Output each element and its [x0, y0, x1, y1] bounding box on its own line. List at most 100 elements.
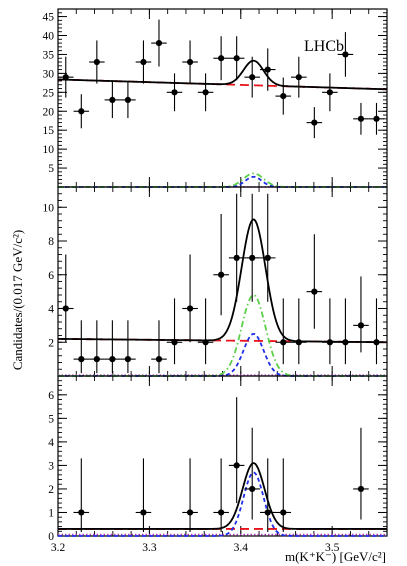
data-point [213, 36, 229, 81]
data-point [166, 73, 183, 112]
panel-middle: 2 4 6 8 10 [43, 186, 388, 377]
data-point [151, 19, 167, 67]
x-axis-title: m(K⁺K⁻) [GeV/c²] [285, 549, 386, 564]
data-marker [78, 509, 85, 516]
data-point [228, 36, 245, 81]
data-point [244, 193, 260, 302]
data-marker [124, 96, 132, 103]
data-marker [249, 74, 256, 81]
data-point [368, 102, 385, 135]
data-marker [264, 509, 271, 516]
data-marker [202, 89, 209, 96]
data-marker [218, 271, 225, 278]
y-axis-title: Candidates/(0.017 GeV/c²) [10, 230, 25, 370]
data-marker [93, 356, 100, 363]
data-point [244, 427, 260, 520]
data-point [322, 298, 338, 365]
data-point [166, 298, 183, 365]
data-point [228, 397, 245, 504]
data-marker [186, 58, 194, 66]
y-tick-label: 20 [43, 106, 55, 118]
data-marker [264, 254, 271, 261]
data-marker [280, 93, 287, 100]
data-point [73, 94, 90, 129]
data-point [259, 193, 276, 302]
data-marker [218, 55, 225, 62]
data-marker [249, 485, 256, 493]
total-fit-curve [57, 218, 388, 344]
data-point [353, 427, 369, 520]
signal-component-2-curve [58, 471, 387, 537]
x-tick-label: 3.4 [234, 542, 249, 554]
data-marker [357, 115, 365, 122]
data-marker [264, 66, 271, 73]
data-point [182, 458, 198, 532]
y-tick-label: 40 [43, 31, 55, 43]
data-point [213, 214, 229, 316]
y-tick-label: 0 [48, 531, 54, 543]
data-point [368, 298, 385, 365]
data-marker [233, 462, 240, 469]
total-fit-curve [58, 462, 387, 530]
data-point [322, 73, 338, 112]
data-point [197, 73, 214, 112]
data-point [275, 458, 292, 532]
panel-top: 5 10 15 20 25 30 35 40 45 [43, 8, 388, 188]
y-tick-label: 5 [48, 163, 54, 175]
data-marker [78, 356, 85, 363]
y-tick-label: 10 [43, 202, 55, 214]
data-point [182, 254, 198, 343]
data-marker [171, 89, 178, 96]
data-point [275, 77, 292, 115]
data-marker [311, 288, 318, 295]
data-point [337, 298, 354, 365]
data-point [120, 320, 136, 374]
data-point [291, 56, 307, 98]
data-point [306, 107, 323, 139]
data-marker [280, 339, 287, 346]
y-tick-label: 2 [48, 484, 54, 496]
data-point [89, 320, 105, 374]
data-marker [311, 119, 318, 126]
data-marker [186, 305, 194, 312]
data-marker [171, 339, 178, 346]
data-point [73, 320, 90, 374]
y-tick-label: 8 [48, 236, 54, 248]
y-tick-label: 4 [48, 304, 54, 316]
data-marker [342, 339, 349, 346]
y-tick-label: 5 [48, 413, 54, 425]
data-point [182, 40, 198, 84]
y-tick-label: 1 [48, 507, 54, 519]
data-marker [109, 96, 116, 103]
data-marker [326, 89, 333, 96]
data-marker [93, 58, 100, 66]
data-point [89, 40, 105, 84]
data-marker [373, 339, 380, 346]
data-marker [295, 74, 302, 81]
y-tick-label: 10 [43, 144, 55, 156]
y-tick-label: 25 [43, 87, 55, 99]
data-point [73, 458, 90, 532]
data-point [104, 81, 121, 119]
y-tick-label: 35 [43, 49, 55, 61]
data-point [104, 320, 121, 374]
data-point [58, 56, 74, 98]
data-marker [62, 305, 69, 312]
y-tick-label: 45 [43, 12, 55, 24]
data-point [353, 276, 369, 353]
data-marker [109, 356, 116, 363]
x-tick-label: 3.2 [51, 542, 66, 554]
data-marker [186, 509, 194, 516]
data-marker [357, 322, 365, 329]
y-tick-label: 6 [48, 390, 54, 402]
data-point [353, 102, 369, 135]
data-point [337, 32, 354, 77]
panel-frame [57, 8, 388, 188]
x-tick-label: 3.3 [142, 542, 157, 554]
data-marker [202, 339, 209, 346]
data-marker [155, 356, 163, 363]
data-point [197, 298, 214, 365]
x-tick-label: 3.5 [325, 542, 340, 554]
data-point [151, 320, 167, 374]
